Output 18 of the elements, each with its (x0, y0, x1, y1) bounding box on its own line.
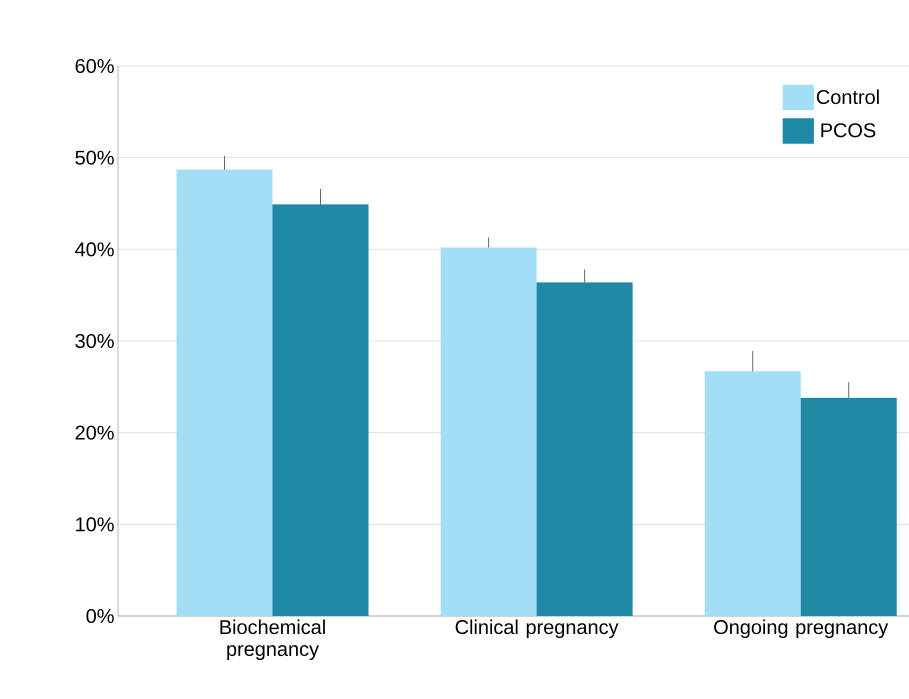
bar (704, 371, 801, 616)
y-tick-label: 20% (76, 426, 114, 440)
y-tick-label: 0% (86, 608, 114, 624)
y-tick-label: 60% (76, 58, 114, 74)
bar (536, 282, 633, 616)
legend-label: Control (816, 89, 879, 104)
y-tick-label: 10% (76, 517, 114, 532)
x-tick-label: Biochemical pregnancy (220, 620, 325, 660)
legend-label: PCOS (821, 123, 876, 138)
y-tick-label: 30% (75, 334, 114, 348)
bar (440, 248, 537, 616)
y-tick-label: 40% (75, 242, 114, 256)
x-tick-label: Ongoing pregnancy (714, 620, 888, 638)
bar (176, 170, 273, 616)
bar (800, 398, 897, 616)
bar (272, 204, 369, 616)
y-tick-label: 50% (75, 150, 114, 165)
x-tick-label: Clinical pregnancy (456, 620, 618, 638)
